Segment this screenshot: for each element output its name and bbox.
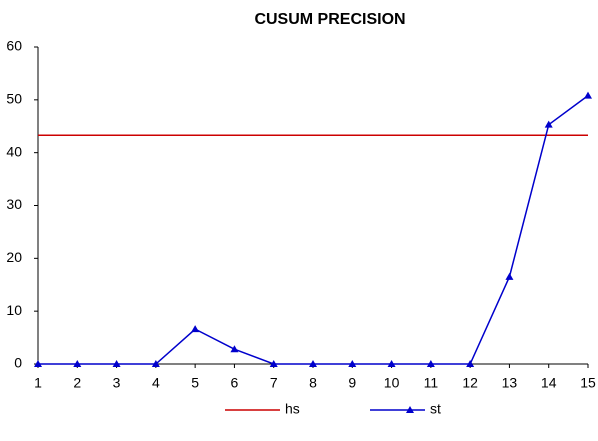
legend-label: st bbox=[430, 401, 441, 417]
point bbox=[309, 360, 317, 367]
point bbox=[151, 360, 160, 367]
x-tick-label: 4 bbox=[152, 375, 160, 391]
x-tick-label: 14 bbox=[541, 375, 557, 391]
point bbox=[505, 272, 514, 280]
point bbox=[34, 360, 42, 367]
point bbox=[544, 120, 553, 128]
x-tick-label: 10 bbox=[384, 375, 400, 391]
y-tick-label: 10 bbox=[6, 302, 22, 318]
x-tick-label: 15 bbox=[580, 375, 596, 391]
y-tick-label: 50 bbox=[6, 91, 22, 107]
x-tick-label: 6 bbox=[231, 375, 239, 391]
point bbox=[269, 360, 278, 367]
legend-label: hs bbox=[285, 401, 300, 417]
x-tick-label: 12 bbox=[462, 375, 478, 391]
point bbox=[191, 325, 200, 333]
point bbox=[426, 360, 435, 367]
chart-title: CUSUM PRECISION bbox=[254, 11, 405, 28]
x-tick-label: 8 bbox=[309, 375, 317, 391]
point bbox=[387, 360, 396, 367]
y-tick-label: 0 bbox=[14, 355, 22, 371]
x-tick-label: 13 bbox=[502, 375, 518, 391]
point bbox=[466, 360, 475, 367]
x-tick-label: 5 bbox=[191, 375, 199, 391]
point bbox=[348, 360, 357, 367]
point bbox=[112, 360, 121, 367]
point bbox=[584, 91, 592, 99]
x-tick-label: 2 bbox=[73, 375, 81, 391]
x-tick-label: 9 bbox=[348, 375, 356, 391]
x-tick-label: 11 bbox=[424, 375, 439, 391]
y-tick-label: 40 bbox=[6, 143, 22, 159]
x-tick-label: 3 bbox=[113, 375, 121, 391]
legend-marker bbox=[406, 406, 414, 413]
y-tick-label: 30 bbox=[6, 196, 22, 212]
x-tick-label: 1 bbox=[34, 375, 42, 391]
point bbox=[230, 345, 239, 353]
point bbox=[73, 360, 82, 367]
y-tick-label: 60 bbox=[6, 38, 22, 54]
x-tick-label: 7 bbox=[270, 375, 278, 391]
y-tick-label: 20 bbox=[6, 249, 22, 265]
